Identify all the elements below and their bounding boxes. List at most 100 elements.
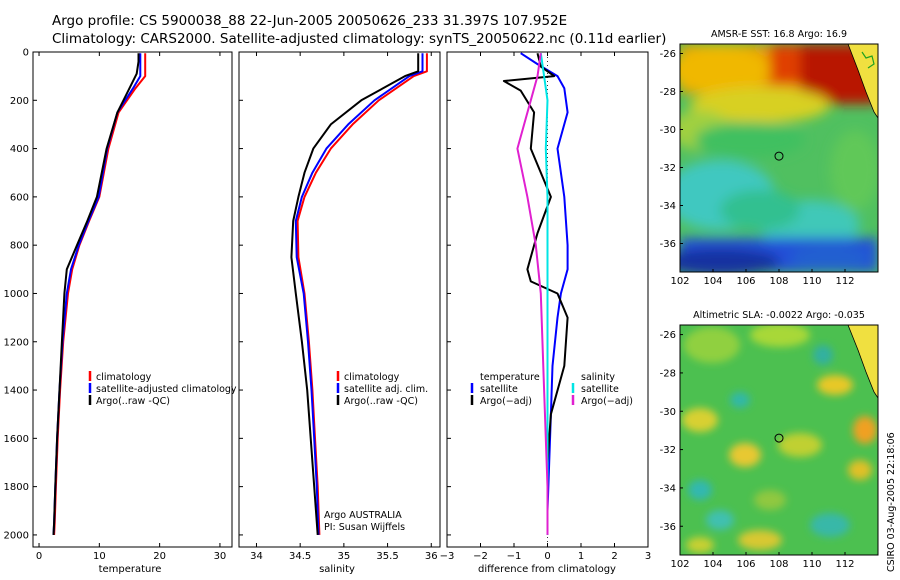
temperature-axes (32, 51, 233, 548)
y-tick-label: -28 (660, 368, 676, 379)
x-tick-label: 2 (611, 551, 617, 562)
x-tick-label: 10 (93, 551, 106, 562)
y-tick-label: 1600 (4, 434, 29, 445)
x-tick-label: 102 (670, 276, 689, 287)
y-tick-label: -30 (660, 407, 676, 418)
legend-sal-argo: Argo(−adj) (581, 396, 633, 407)
sst-map-axes: 102 104 106 108 110 112 -26 -28 -30 -32 -34 -36 (660, 49, 855, 287)
x-tick-label: 104 (703, 559, 722, 570)
y-tick-label: -34 (660, 483, 676, 494)
x-tick-label: −2 (473, 551, 488, 562)
argo-position-marker (774, 433, 784, 443)
x-tick-label: 110 (802, 276, 821, 287)
argo-position-marker (774, 151, 784, 161)
x-tick-label: 35.5 (376, 551, 398, 562)
y-tick-label: -36 (660, 522, 676, 533)
x-tick-label: −3 (440, 551, 455, 562)
legend-climatology: climatology (96, 372, 152, 383)
y-tick-label: 0 (23, 48, 29, 59)
y-tick-label: 200 (10, 96, 29, 107)
figure-title: Argo profile: CS 5900038_88 22-Jun-2005 … (52, 12, 666, 48)
temperature-xlabel: temperature (99, 564, 162, 575)
sst-map: AMSR-E SST: 16.8 Argo: 16.9 (660, 29, 879, 287)
y-tick-label: -32 (660, 445, 676, 456)
difference-legend: temperature satellite Argo(−adj) salinit… (470, 372, 633, 407)
difference-profiles (502, 52, 569, 535)
legend-climatology: climatology (344, 372, 400, 383)
x-tick-label: 106 (736, 276, 755, 287)
legend-salinity-title: salinity (581, 372, 615, 383)
temperature-profiles (52, 53, 147, 535)
legend-temp-argo: Argo(−adj) (480, 396, 532, 407)
series-line-salinity-argo-adj- (516, 53, 549, 535)
x-tick-label: 35 (338, 551, 351, 562)
y-tick-label: 800 (10, 241, 29, 252)
x-tick-label: 34.5 (289, 551, 311, 562)
sla-field (680, 325, 878, 555)
series-line-satellite-adj-clim- (294, 53, 424, 535)
y-tick-label: -28 (660, 87, 676, 98)
y-tick-label: -26 (660, 330, 676, 341)
sla-map-title: Altimetric SLA: -0.0022 Argo: -0.035 (693, 310, 865, 321)
x-tick-label: 1 (578, 551, 584, 562)
legend-temp-satellite: satellite (480, 384, 518, 395)
y-tick-label: -30 (660, 125, 676, 136)
legend-argo: Argo(..raw -QC) (96, 396, 170, 407)
x-tick-label: −1 (507, 551, 522, 562)
x-tick-label: 0 (544, 551, 550, 562)
coastline-icon (847, 44, 878, 119)
temperature-legend: climatology satellite-adjusted climatolo… (88, 371, 237, 407)
principal-investigator: PI: Susan Wijffels (324, 522, 405, 533)
x-tick-label: 20 (153, 551, 166, 562)
credit-line: CSIRO 03-Aug-2005 22:18:06 (886, 432, 897, 572)
sst-map-title: AMSR-E SST: 16.8 Argo: 16.9 (711, 29, 847, 40)
sla-map-axes: 102 104 106 108 110 112 -26 -28 -30 -32 -34 -36 (660, 330, 855, 570)
x-tick-label: 112 (835, 276, 854, 287)
legend-satellite-adjusted: satellite-adjusted climatology (96, 384, 237, 395)
x-tick-label: 102 (670, 559, 689, 570)
x-tick-label: 110 (802, 559, 821, 570)
sst-field (680, 44, 878, 272)
legend-temperature-title: temperature (480, 372, 540, 383)
x-tick-label: 0 (36, 551, 42, 562)
series-line-salinity-satellite (539, 53, 549, 535)
difference-panel: −3 −2 −1 0 1 2 3 difference from climatology t… (440, 51, 651, 575)
y-tick-label: 2000 (4, 530, 29, 541)
y-tick-label: 1400 (4, 386, 29, 397)
x-tick-label: 108 (769, 276, 788, 287)
y-tick-label: -36 (660, 239, 676, 250)
y-tick-label: -32 (660, 163, 676, 174)
x-tick-label: 104 (703, 276, 722, 287)
sla-map: Altimetric SLA: -0.0022 Argo: -0.035 (660, 310, 879, 570)
legend-satellite-adj: satellite adj. clim. (344, 384, 428, 395)
title-line-2: Climatology: CARS2000. Satellite-adjuste… (52, 31, 667, 47)
legend-argo: Argo(..raw -QC) (344, 396, 418, 407)
legend-sal-satellite: satellite (581, 384, 619, 395)
x-tick-label: 108 (769, 559, 788, 570)
x-tick-label: 3 (645, 551, 651, 562)
salinity-legend: climatology satellite adj. clim. Argo(..… (336, 371, 428, 407)
x-tick-label: 30 (214, 551, 227, 562)
y-tick-label: 1800 (4, 482, 29, 493)
series-line-argo-raw-qc- (290, 53, 420, 535)
y-tick-label: 1000 (4, 289, 29, 300)
salinity-x-axis: 34 34.5 35 35.5 36 (239, 51, 438, 562)
temperature-panel: 0 200 400 600 800 1000 1200 1400 1600 1800 2000 0 1… (4, 48, 237, 576)
depth-axis: 0 200 400 600 800 1000 1200 1400 1600 1800 2000 (4, 48, 37, 541)
coastline-icon (847, 325, 878, 399)
salinity-axes (238, 51, 441, 548)
series-line-argo-raw-qc- (52, 53, 140, 535)
difference-xlabel: difference from climatology (478, 564, 616, 575)
x-tick-label: 34 (250, 551, 263, 562)
y-tick-label: -34 (660, 201, 676, 212)
title-line-1: Argo profile: CS 5900038_88 22-Jun-2005 … (52, 13, 568, 29)
y-tick-label: 1200 (4, 337, 29, 348)
difference-x-axis: −3 −2 −1 0 1 2 3 (440, 51, 651, 562)
salinity-profiles (290, 53, 428, 535)
x-tick-label: 36 (425, 551, 438, 562)
salinity-panel: 34 34.5 35 35.5 36 salinity climatology sate… (238, 51, 441, 575)
y-tick-label: 600 (10, 192, 29, 203)
temperature-x-axis: 0 10 20 30 (36, 52, 226, 562)
y-tick-label: 400 (10, 144, 29, 155)
